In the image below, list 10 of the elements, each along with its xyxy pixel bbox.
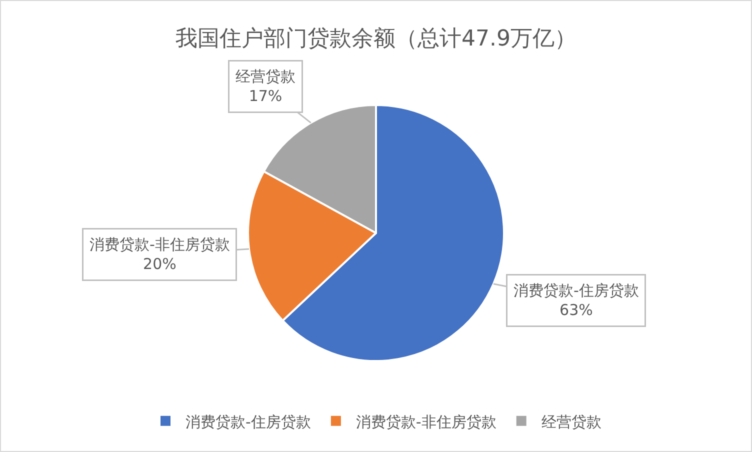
data-label: 20% [143,255,176,273]
chart-title: 我国住户部门贷款余额（总计47.9万亿） [176,26,576,52]
slice-label: 消费贷款-住房贷款 [514,282,639,300]
slice-label: 经营贷款 [236,68,296,86]
slice-label: 消费贷款-非住房贷款 [90,236,230,254]
data-label: 63% [560,301,593,319]
legend-label: 消费贷款-非住房贷款 [356,412,496,431]
legend-label: 消费贷款-住房贷款 [186,412,311,431]
data-label: 17% [248,87,282,105]
legend-label: 经营贷款 [541,412,602,431]
